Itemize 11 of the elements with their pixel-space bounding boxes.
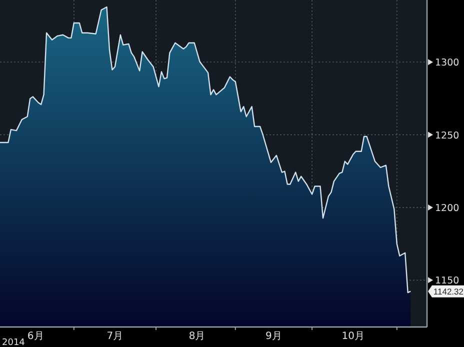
x-tick-label: 10月: [342, 331, 364, 342]
y-tick-label: 1300: [435, 58, 460, 69]
x-tick-label: 7月: [106, 331, 124, 342]
y-tick-label: 1250: [435, 130, 460, 142]
x-tick-label: 8月: [188, 331, 206, 342]
x-tick-label: 6月: [27, 331, 44, 342]
y-tick-label: 1200: [435, 202, 460, 214]
text: 2014: [2, 338, 26, 347]
x-tick-label: 9月: [266, 331, 282, 342]
annotation: 1142.32: [433, 286, 464, 296]
y-tick-label: 1150: [435, 276, 460, 287]
